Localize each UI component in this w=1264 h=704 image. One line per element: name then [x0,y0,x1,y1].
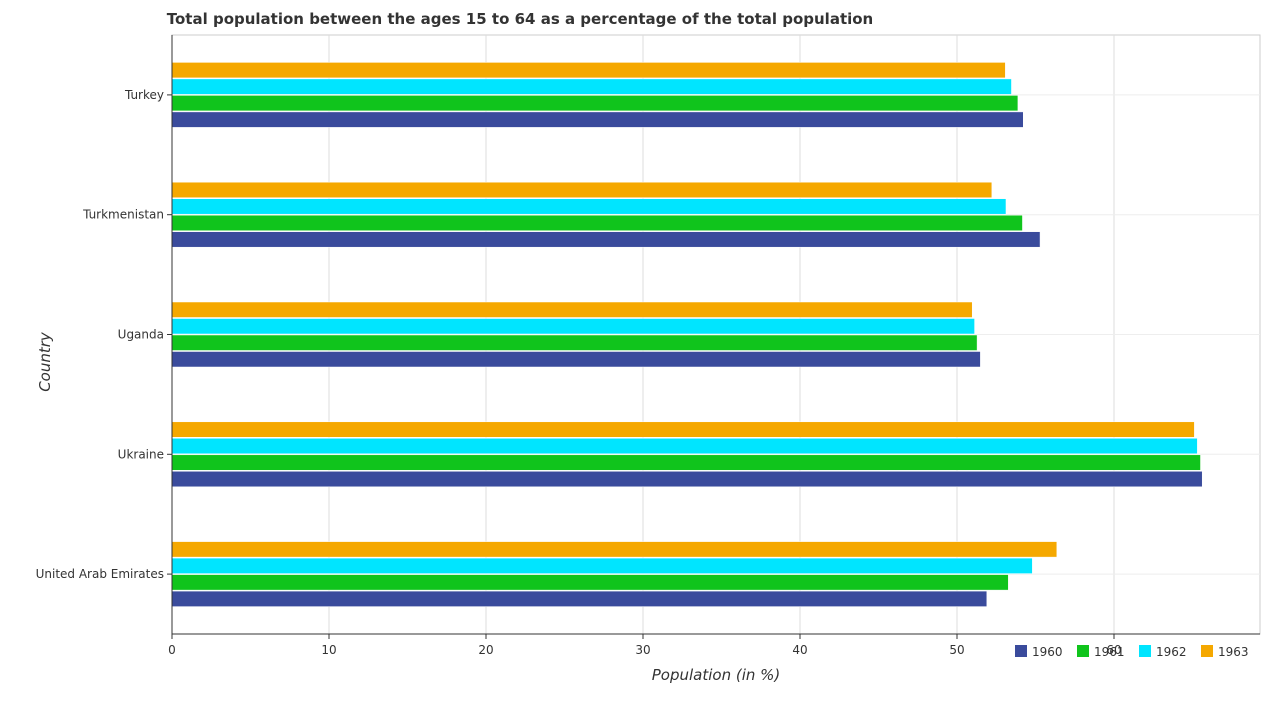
y-tick-label: Ukraine [118,447,164,461]
bar-1963-uganda [171,301,973,318]
bar-1963-turkmenistan [171,181,993,198]
bar-1962-turkey [171,78,1012,95]
bar-1960-ukraine [171,471,1203,488]
x-tick-label: 20 [478,643,493,657]
bar-1961-ukraine [171,454,1201,471]
y-tick-label: Turkmenistan [82,208,164,222]
legend-swatch-1963 [1201,645,1213,657]
x-tick-label: 60 [1106,643,1121,657]
y-tick-label: Uganda [118,328,164,342]
bar-1960-uganda [171,351,981,368]
bar-1961-turkmenistan [171,214,1023,231]
bar-1962-united-arab-emirates [171,557,1033,574]
x-tick-label: 40 [792,643,807,657]
x-tick-label: 0 [168,643,176,657]
bar-1962-turkmenistan [171,198,1007,215]
legend-label-1961: 1961 [1094,645,1125,659]
legend-swatch-1961 [1077,645,1089,657]
bar-1960-turkey [171,111,1024,128]
legend-swatch-1962 [1139,645,1151,657]
bar-1961-united-arab-emirates [171,574,1009,591]
x-axis-label: Population (in %) [652,666,781,684]
legend-label-1963: 1963 [1218,645,1249,659]
x-tick-label: 30 [635,643,650,657]
bar-1963-turkey [171,62,1006,79]
bar-1960-united-arab-emirates [171,590,988,607]
legend-label-1962: 1962 [1156,645,1187,659]
bar-1962-uganda [171,318,975,335]
legend-swatch-1960 [1015,645,1027,657]
bar-1961-uganda [171,334,978,351]
bar-1963-ukraine [171,421,1195,438]
y-axis-label: Country [36,331,54,392]
bar-1962-ukraine [171,438,1198,455]
bar-1963-united-arab-emirates [171,541,1058,558]
x-tick-label: 10 [321,643,336,657]
plot-area: 0 10 20 30 40 50 60 Turkey Turkmenistan Uganda Ukr… [36,34,1261,657]
chart-title: Total population between the ages 15 to … [167,10,874,28]
bar-1960-turkmenistan [171,231,1041,248]
legend-label-1960: 1960 [1032,645,1063,659]
x-tick-label: 50 [949,643,964,657]
legend: 1960 1961 1962 1963 [1015,645,1249,659]
y-tick-label: Turkey [124,88,164,102]
bar-1961-turkey [171,95,1019,112]
y-tick-label: United Arab Emirates [36,567,164,581]
